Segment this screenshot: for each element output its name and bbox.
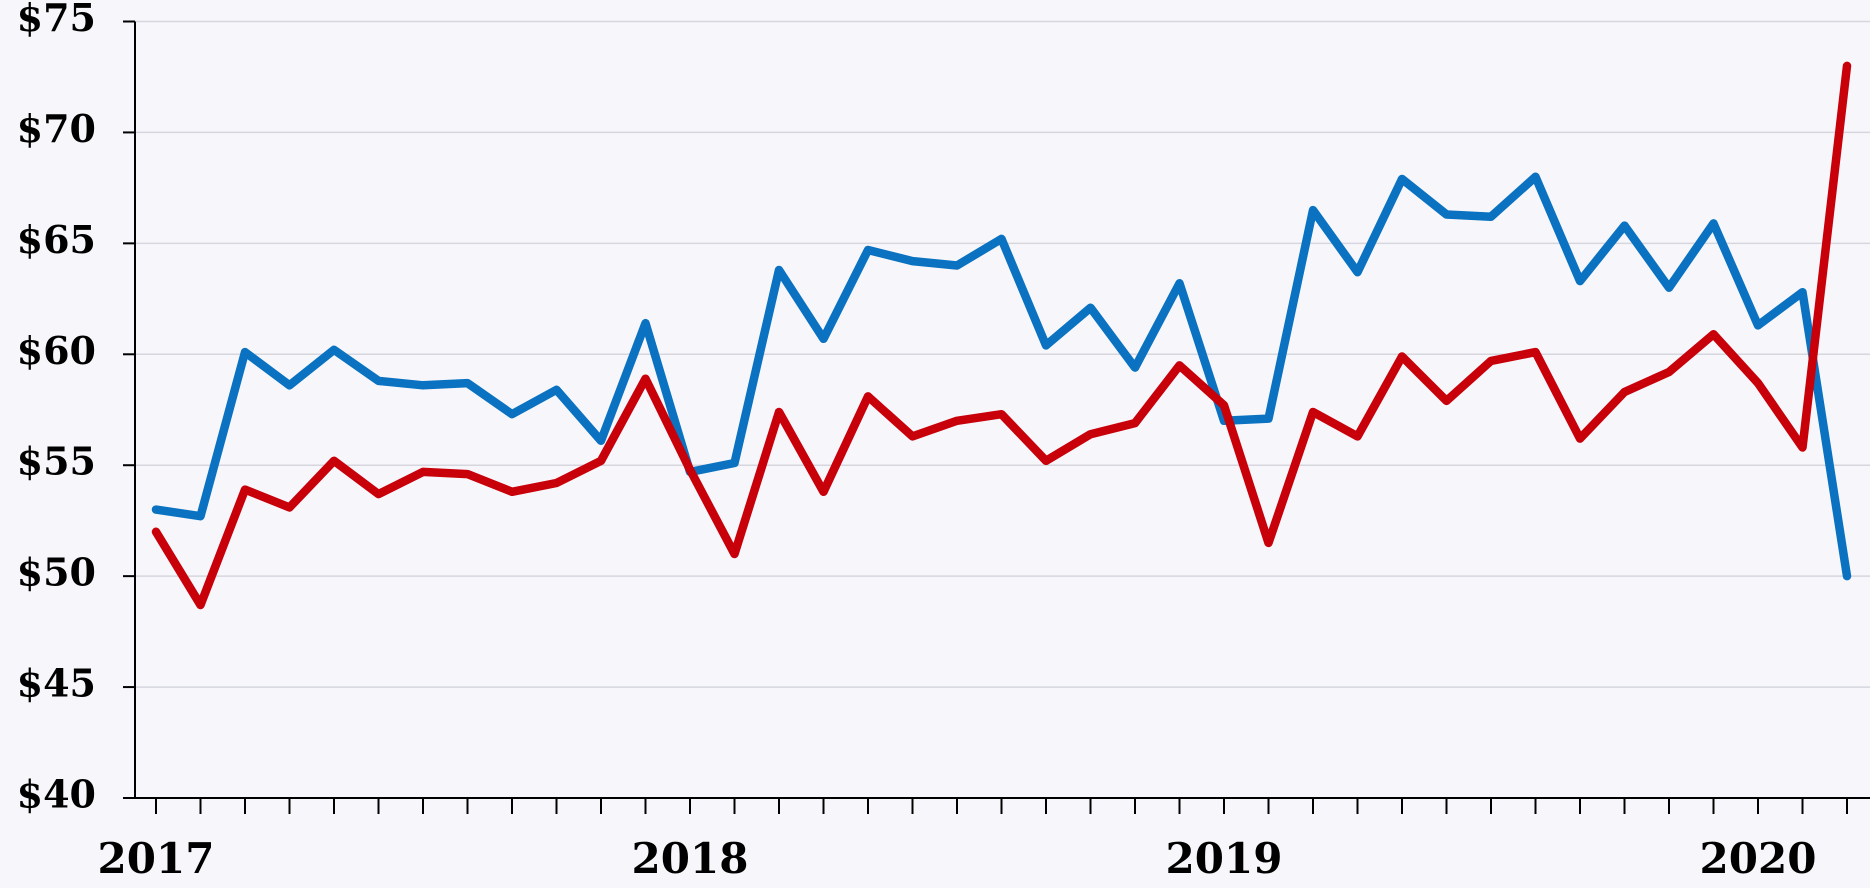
series-line xyxy=(151,172,1852,581)
x-tick-label: 2019 xyxy=(1166,834,1283,883)
y-tick-label: $55 xyxy=(17,439,96,484)
y-tick-label: $75 xyxy=(17,0,96,40)
y-tick-label: $45 xyxy=(17,661,96,706)
y-tick-label: $50 xyxy=(17,550,96,595)
x-tick-label: 2020 xyxy=(1700,834,1817,883)
y-tick-label: $60 xyxy=(17,328,96,373)
x-tick-label: 2018 xyxy=(632,834,749,883)
series-line xyxy=(151,61,1852,610)
x-tick-label: 2017 xyxy=(98,834,215,883)
y-tick-label: $65 xyxy=(17,217,96,262)
y-tick-label: $70 xyxy=(17,106,96,151)
y-tick-label: $40 xyxy=(17,772,96,817)
